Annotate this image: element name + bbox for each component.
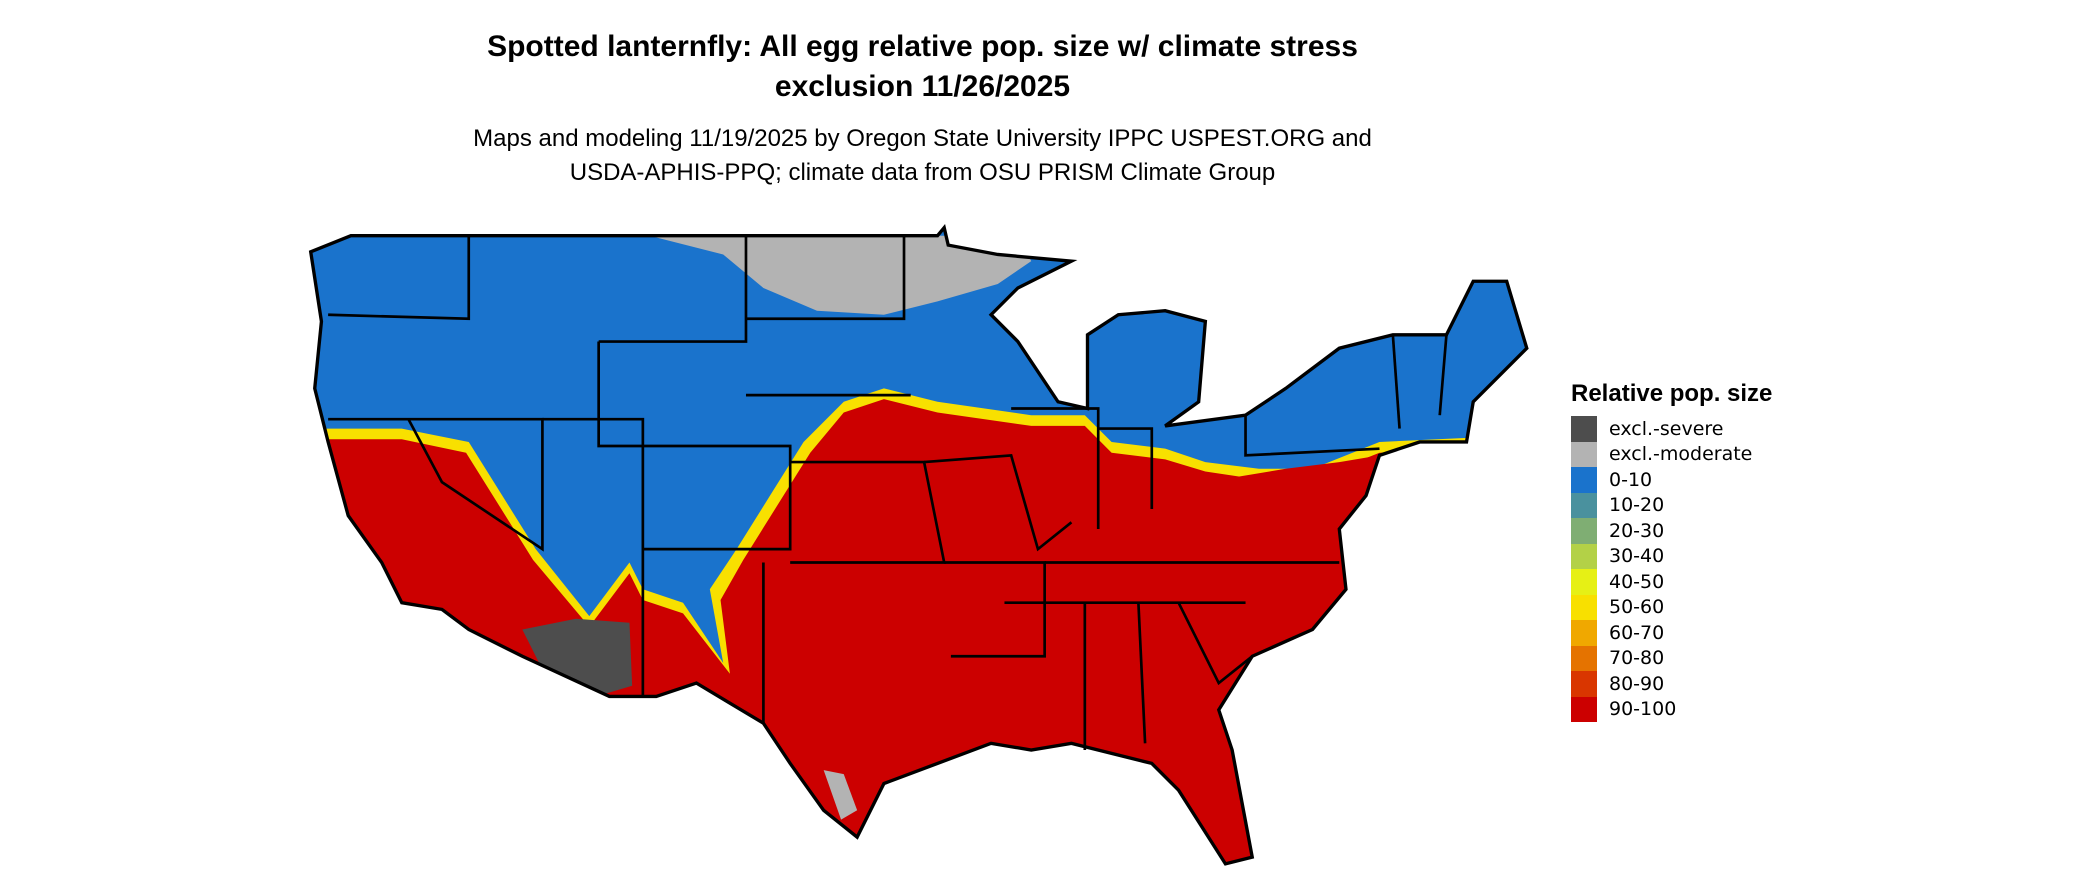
legend-label: 0-10: [1609, 468, 1653, 491]
legend-label: 80-90: [1609, 672, 1665, 695]
legend-label: excl.-severe: [1609, 417, 1724, 440]
map-title-line1: Spotted lanternfly: All egg relative pop…: [487, 30, 1358, 63]
legend-swatch: [1571, 645, 1597, 671]
legend-label: 60-70: [1609, 621, 1665, 644]
zone-excl-moderate-texas: [823, 770, 858, 820]
legend-item: excl.-severe: [1571, 416, 1772, 442]
legend-item: 80-90: [1571, 671, 1772, 697]
legend-swatch: [1571, 467, 1597, 493]
legend-items: excl.-severe excl.-moderate 0-10 10-20 20-30…: [1571, 416, 1772, 722]
state-borders: [308, 224, 1529, 866]
legend-swatch: [1571, 569, 1597, 595]
map-subtitle-line2: USDA-APHIS-PPQ; climate data from OSU PR…: [569, 159, 1276, 186]
legend-swatch: [1571, 696, 1597, 722]
legend-item: 90-100: [1571, 696, 1772, 722]
map-title-line2: exclusion 11/26/2025: [774, 70, 1071, 103]
legend-item: 10-20: [1571, 492, 1772, 518]
legend-item: 70-80: [1571, 645, 1772, 671]
legend-label: 30-40: [1609, 545, 1665, 568]
legend-swatch: [1571, 594, 1597, 620]
legend-label: 70-80: [1609, 647, 1665, 670]
legend-swatch: [1571, 492, 1597, 518]
zone-excl-severe-arizona: [522, 618, 633, 697]
legend-item: excl.-moderate: [1571, 441, 1772, 467]
legend-swatch: [1571, 416, 1597, 442]
legend-swatch: [1571, 543, 1597, 569]
legend: Relative pop. size excl.-severe excl.-mod…: [1571, 380, 1772, 722]
legend-item: 40-50: [1571, 569, 1772, 595]
legend-item: 30-40: [1571, 543, 1772, 569]
legend-label: 20-30: [1609, 519, 1665, 542]
map-title: Spotted lanternfly: All egg relative pop…: [0, 27, 1845, 107]
legend-label: 50-60: [1609, 596, 1665, 619]
legend-label: 10-20: [1609, 494, 1665, 517]
legend-swatch: [1571, 620, 1597, 646]
legend-label: 90-100: [1609, 698, 1677, 721]
legend-item: 50-60: [1571, 594, 1772, 620]
zone-90-100-appalachia: [1205, 455, 1380, 563]
legend-swatch: [1571, 441, 1597, 467]
legend-item: 0-10: [1571, 467, 1772, 493]
legend-label: 40-50: [1609, 570, 1665, 593]
legend-item: 60-70: [1571, 620, 1772, 646]
legend-label: excl.-moderate: [1609, 443, 1753, 466]
legend-item: 20-30: [1571, 518, 1772, 544]
legend-swatch: [1571, 518, 1597, 544]
map-subtitle: Maps and modeling 11/19/2025 by Oregon S…: [0, 122, 1845, 190]
map-subtitle-line1: Maps and modeling 11/19/2025 by Oregon S…: [473, 125, 1372, 152]
legend-swatch: [1571, 671, 1597, 697]
legend-title: Relative pop. size: [1571, 380, 1773, 407]
